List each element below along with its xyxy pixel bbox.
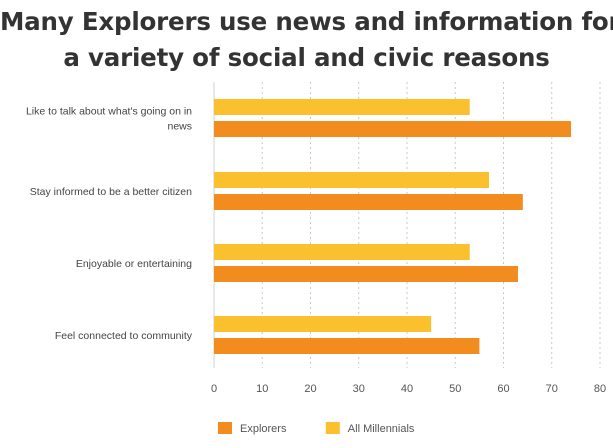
x-tick-label-30: 30 [353,383,365,395]
chart-title-line-1: Many Explorers use news and information … [0,7,613,36]
bar-all-millennials-3 [214,244,470,260]
bar-all-millennials-1 [214,99,470,115]
x-tick-label-70: 70 [546,383,558,395]
chart-title: Many Explorers use news and information … [0,4,613,76]
category-label-1-line-2: news [167,121,192,133]
chart-title-line-2: a variety of social and civic reasons [63,43,550,72]
bar-all-millennials-4 [214,316,432,332]
x-tick-label-0: 0 [211,383,217,395]
legend-swatch-all-millennials [325,422,340,434]
x-tick-label-10: 10 [256,383,268,395]
x-tick-label-40: 40 [401,383,413,395]
x-tick-label-80: 80 [594,383,606,395]
category-label-1-line-1: Like to talk about what's going on in [26,106,192,118]
category-label-4: Feel connected to community [55,330,193,342]
bar-explorers-1 [214,121,572,137]
category-label-3: Enjoyable or entertaining [76,258,192,270]
bar-explorers-3 [214,266,518,282]
bar-all-millennials-2 [214,172,490,188]
x-tick-label-20: 20 [304,383,316,395]
x-tick-label-60: 60 [497,383,509,395]
legend-label-explorers: Explorers [240,423,287,435]
bar-explorers-2 [214,194,523,210]
bar-explorers-4 [214,338,480,354]
legend-swatch-explorers [218,422,232,434]
category-label-2: Stay informed to be a better citizen [30,186,192,198]
legend-label-all-millennials: All Millennials [348,423,415,435]
x-tick-label-50: 50 [449,383,461,395]
